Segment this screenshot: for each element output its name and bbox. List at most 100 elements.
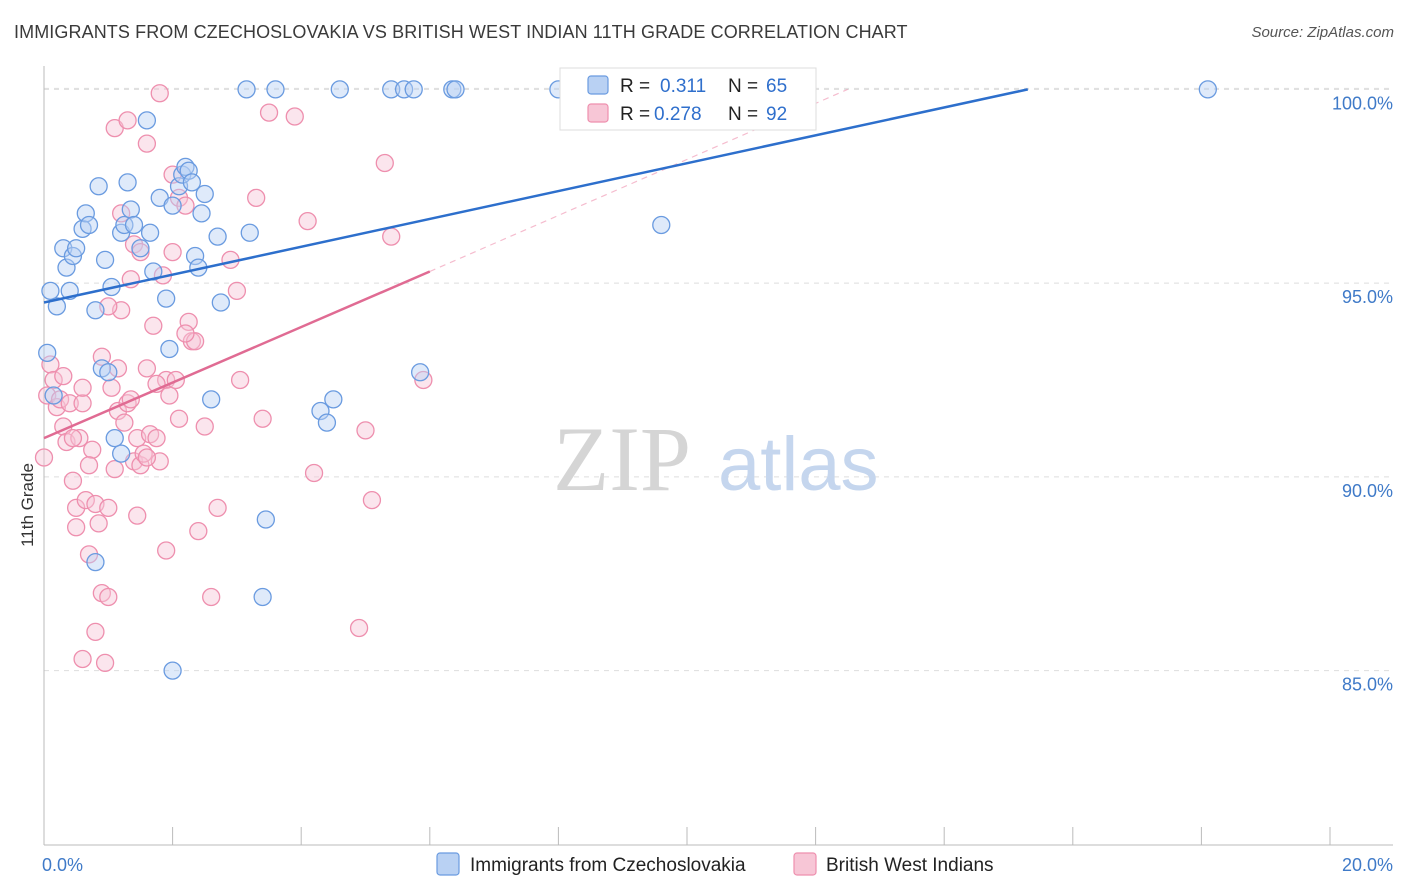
point-czech [79,215,99,235]
point-bwi [169,409,189,428]
point-czech [256,510,275,529]
point-bwi [137,448,157,467]
bottom-legend-label-bwi: British West Indians [826,855,994,876]
point-czech [89,177,108,196]
point-czech [137,111,157,130]
point-bwi [137,359,157,378]
point-bwi [34,448,54,467]
point-bwi [41,355,60,374]
point-bwi [179,312,198,332]
point-czech [163,661,182,680]
point-bwi [259,103,279,122]
point-bwi [73,649,92,669]
point-czech [240,223,259,242]
chart-title: IMMIGRANTS FROM CZECHOSLOVAKIA VS BRITIS… [14,22,908,42]
point-bwi [176,324,195,343]
point-bwi [67,498,86,518]
point-bwi [112,204,131,223]
point-czech [118,173,137,192]
point-czech [54,239,73,258]
point-bwi [185,332,205,351]
point-bwi [195,417,214,436]
point-czech [253,587,272,607]
point-bwi [102,378,121,397]
point-bwi [99,498,118,518]
point-bwi [128,506,147,525]
point-czech [195,184,214,204]
x-tick-label-min: 0.0% [42,855,83,875]
point-czech [38,343,57,363]
bottom-legend-label-czech: Immigrants from Czechoslovakia [470,855,746,876]
series-british-west-indians [34,84,433,673]
legend-r-value-czech: 0.311 [660,76,706,97]
watermark-atlas: atlas [718,422,879,507]
point-bwi [304,463,324,483]
point-bwi [160,386,179,405]
point-czech [124,215,144,235]
point-czech [394,80,414,99]
y-axis-title: 11th Grade [18,463,37,547]
legend-n-value-bwi: 92 [766,104,787,125]
legend-n-label-czech: N = [728,76,758,97]
y-tick-label: 85.0% [1342,675,1393,695]
legend-r-label-czech: R = [620,76,650,97]
legend-r-label-bwi: R = [620,104,650,125]
trend-line-czech [43,88,1029,304]
point-czech [330,80,349,99]
point-bwi [44,370,63,390]
point-bwi [202,587,221,607]
point-czech [44,386,63,405]
point-bwi [108,359,128,378]
point-bwi [189,521,208,541]
point-bwi [95,653,115,673]
legend-r-value-bwi: 0.278 [654,104,702,125]
point-bwi [208,498,227,518]
point-bwi [60,394,79,413]
point-czech [211,293,230,312]
point-bwi [163,242,182,262]
bottom-legend-swatch-czech [436,852,460,876]
point-bwi [70,428,89,448]
point-czech [105,428,124,448]
bottom-legend-swatch-bwi [793,852,817,876]
point-bwi [349,618,369,638]
x-tick-label-max: 20.0% [1342,855,1393,875]
point-czech [140,223,160,242]
point-bwi [362,490,382,510]
point-czech [86,552,105,572]
point-bwi [230,370,250,390]
point-bwi [147,428,166,448]
point-czech [185,246,205,266]
point-czech [86,301,105,320]
point-czech [76,204,95,223]
point-czech [47,297,67,316]
point-bwi [79,456,99,475]
point-czech [41,281,60,301]
point-czech [266,80,285,99]
y-tick-labels: 85.0% 90.0% 95.0% 100.0% [1332,93,1393,694]
point-czech [652,215,671,235]
axes [43,66,1393,846]
point-bwi [144,316,163,335]
source-label: Source: ZipAtlas.com [1251,24,1394,41]
point-bwi [54,366,73,386]
point-czech [121,200,140,219]
bottom-legend: Immigrants from Czechoslovakia British W… [436,852,994,876]
point-bwi [73,378,92,397]
point-bwi [76,490,95,510]
point-czech [67,239,86,258]
point-czech [411,363,430,382]
point-bwi [285,107,304,126]
point-bwi [131,242,150,262]
point-bwi [73,394,92,413]
point-bwi [67,518,86,537]
point-bwi [253,409,272,428]
point-bwi [105,459,124,479]
point-czech [182,173,202,192]
point-bwi [86,622,105,642]
point-czech [202,390,221,409]
y-tick-label: 100.0% [1332,93,1393,113]
point-bwi [375,153,394,173]
point-czech [237,80,256,99]
point-czech [317,413,337,432]
